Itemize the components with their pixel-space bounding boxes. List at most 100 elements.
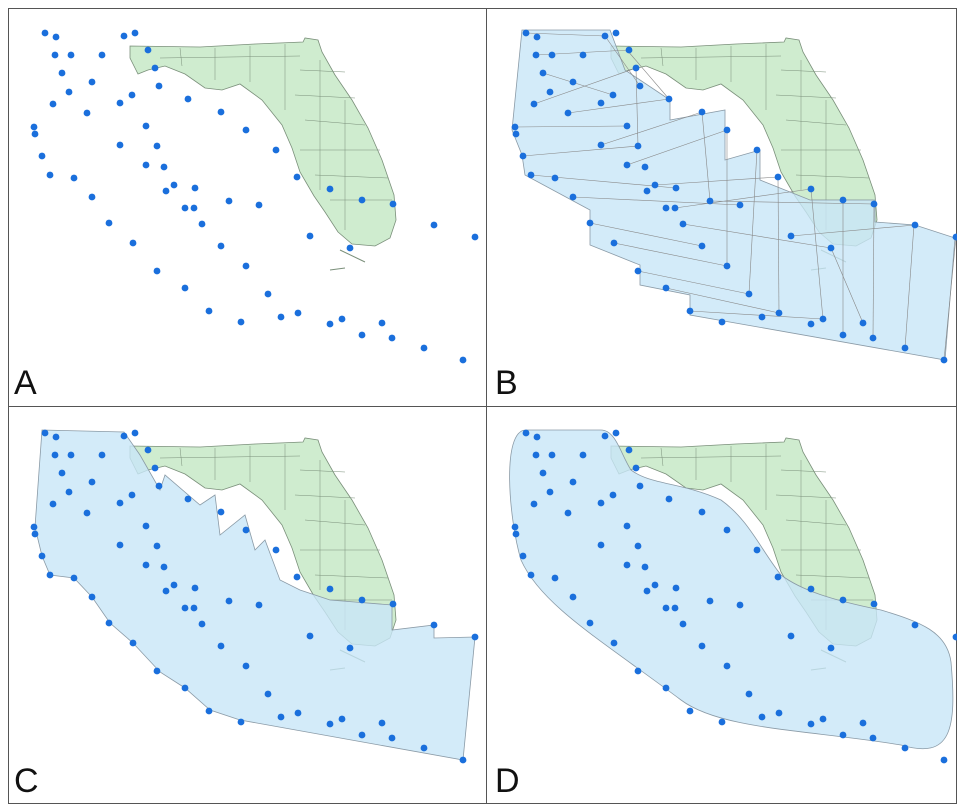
sample-point bbox=[272, 546, 280, 554]
cell-edge bbox=[689, 310, 824, 320]
panel-label: A bbox=[14, 364, 37, 402]
sample-point bbox=[191, 184, 199, 192]
sample-point bbox=[70, 174, 78, 182]
sample-point bbox=[758, 713, 766, 721]
sample-point bbox=[88, 478, 96, 486]
sample-point bbox=[116, 541, 124, 549]
sample-point bbox=[65, 88, 73, 96]
sample-point bbox=[430, 621, 438, 629]
sample-point bbox=[651, 181, 659, 189]
sample-point bbox=[70, 574, 78, 582]
sample-point bbox=[294, 709, 302, 717]
sample-point bbox=[787, 232, 795, 240]
sample-point bbox=[632, 464, 640, 472]
sample-point bbox=[88, 78, 96, 86]
sample-point bbox=[745, 290, 753, 298]
cell-edge bbox=[525, 32, 606, 37]
sample-point bbox=[306, 232, 314, 240]
cell-edge bbox=[904, 224, 915, 349]
sample-point bbox=[807, 585, 815, 593]
panel-label: C bbox=[14, 762, 39, 800]
sample-point bbox=[527, 171, 535, 179]
sample-point bbox=[671, 204, 679, 212]
sample-point bbox=[548, 451, 556, 459]
sample-point bbox=[533, 33, 541, 41]
sample-point bbox=[346, 244, 354, 252]
cell-edge bbox=[654, 176, 779, 186]
sample-point bbox=[388, 734, 396, 742]
sample-point bbox=[597, 141, 605, 149]
sample-point bbox=[471, 633, 479, 641]
sample-point bbox=[358, 596, 366, 604]
sample-point bbox=[597, 99, 605, 107]
sample-point bbox=[736, 201, 744, 209]
cell-edge bbox=[600, 111, 703, 146]
sample-point bbox=[636, 482, 644, 490]
sample-point bbox=[31, 530, 39, 538]
sample-point bbox=[597, 541, 605, 549]
cell-edge bbox=[709, 200, 875, 205]
sample-point bbox=[901, 344, 909, 352]
sample-point bbox=[564, 509, 572, 517]
sample-point bbox=[839, 731, 847, 739]
sample-point bbox=[519, 552, 527, 560]
sample-point bbox=[511, 523, 519, 531]
cell-edge bbox=[665, 287, 780, 314]
sample-point bbox=[155, 82, 163, 90]
sample-point bbox=[459, 356, 467, 364]
sample-point bbox=[120, 32, 128, 40]
cell-edge bbox=[613, 242, 728, 267]
cell-edge bbox=[514, 125, 628, 128]
sample-point bbox=[775, 309, 783, 317]
sample-point bbox=[217, 242, 225, 250]
sample-point bbox=[142, 561, 150, 569]
sample-point bbox=[672, 584, 680, 592]
sample-point bbox=[144, 46, 152, 54]
sample-point bbox=[155, 482, 163, 490]
sample-point bbox=[83, 509, 91, 517]
sample-point bbox=[940, 356, 948, 364]
sample-point bbox=[358, 196, 366, 204]
sample-point bbox=[512, 130, 520, 138]
sample-point bbox=[88, 193, 96, 201]
sample-point bbox=[358, 731, 366, 739]
sample-point bbox=[859, 719, 867, 727]
sample-point bbox=[120, 432, 128, 440]
sample-point bbox=[264, 290, 272, 298]
sample-point bbox=[31, 130, 39, 138]
sample-point bbox=[358, 331, 366, 339]
sample-point bbox=[601, 32, 609, 40]
sample-point bbox=[38, 152, 46, 160]
sample-point bbox=[609, 91, 617, 99]
sample-point bbox=[643, 587, 651, 595]
sample-point bbox=[52, 433, 60, 441]
sample-point bbox=[129, 639, 137, 647]
sample-point bbox=[539, 69, 547, 77]
sample-point bbox=[511, 123, 519, 131]
sample-point bbox=[67, 51, 75, 59]
sample-point bbox=[662, 684, 670, 692]
sample-point bbox=[569, 193, 577, 201]
sample-point bbox=[819, 315, 827, 323]
sample-point bbox=[420, 344, 428, 352]
sample-point bbox=[51, 451, 59, 459]
sample-point bbox=[88, 593, 96, 601]
sample-point bbox=[293, 173, 301, 181]
sample-point bbox=[98, 451, 106, 459]
sample-point bbox=[105, 619, 113, 627]
cell-edge bbox=[872, 203, 875, 339]
cell-edge bbox=[533, 67, 637, 105]
sample-point bbox=[548, 51, 556, 59]
sample-point bbox=[38, 552, 46, 560]
sample-point bbox=[190, 204, 198, 212]
sample-point bbox=[512, 530, 520, 538]
sample-point bbox=[67, 451, 75, 459]
sample-point bbox=[636, 82, 644, 90]
sample-point bbox=[686, 307, 694, 315]
sample-point bbox=[551, 574, 559, 582]
sample-point bbox=[170, 181, 178, 189]
sample-point bbox=[30, 523, 38, 531]
sample-point bbox=[601, 432, 609, 440]
sample-point bbox=[142, 161, 150, 169]
sample-point bbox=[612, 29, 620, 37]
